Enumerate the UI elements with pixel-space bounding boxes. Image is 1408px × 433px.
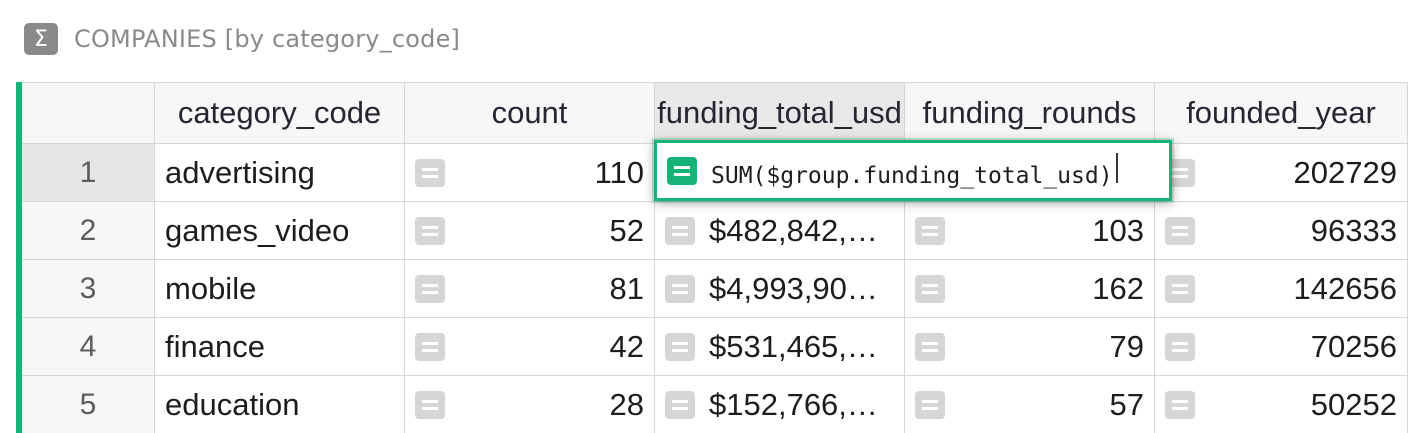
cell-value: $4,993,90… [709,270,878,306]
formula-icon [1165,217,1195,245]
cell-founded-year[interactable]: 202729 [1155,144,1408,202]
formula-icon [1165,333,1195,361]
cell-funding-rounds[interactable]: 162 [905,260,1155,318]
cell-count[interactable]: 28 [405,376,655,433]
corner-header[interactable] [22,82,155,144]
cell-value: education [165,386,300,422]
column-header-label: funding_rounds [922,95,1137,130]
cell-value: 110 [594,154,644,190]
formula-icon [915,391,945,419]
cell-value: 96333 [1310,212,1397,248]
formula-icon [915,217,945,245]
column-header-label: count [491,95,568,130]
column-header-founded-year[interactable]: founded_year [1155,82,1408,144]
cell-value: 42 [609,328,644,364]
cell-value: 28 [609,386,644,422]
cell-value: $531,465,… [709,328,878,364]
column-header-funding-total-usd[interactable]: funding_total_usd [655,82,905,144]
formula-icon [665,333,695,361]
row-number[interactable]: 4 [22,318,155,376]
formula-icon [915,275,945,303]
cell-founded-year[interactable]: 142656 [1155,260,1408,318]
column-header-category-code[interactable]: category_code [155,82,405,144]
formula-icon [915,333,945,361]
formula-icon [667,156,697,185]
cell-funding-total-usd[interactable]: $482,842,… [655,202,905,260]
cell-value: 202729 [1293,154,1397,190]
cell-funding-rounds[interactable]: 103 [905,202,1155,260]
cell-funding-rounds[interactable]: 57 [905,376,1155,433]
cell-category-code[interactable]: games_video [155,202,405,260]
cell-value: 142656 [1293,270,1397,306]
formula-icon [1165,275,1195,303]
cell-count[interactable]: 52 [405,202,655,260]
cell-category-code[interactable]: advertising [155,144,405,202]
cell-value: 52 [609,212,644,248]
row-number[interactable]: 1 [22,144,155,202]
cell-category-code[interactable]: finance [155,318,405,376]
cell-funding-total-usd[interactable]: $531,465,… [655,318,905,376]
formula-input[interactable]: SUM($group.funding_total_usd) [711,152,1118,189]
section-title: COMPANIES [by category_code] [74,25,461,53]
data-table: category_code count funding_total_usd fundi… [22,82,1408,433]
formula-icon [415,217,445,245]
formula-icon [1165,391,1195,419]
row-number[interactable]: 3 [22,260,155,318]
cell-value: advertising [165,154,315,190]
cell-value: $152,766,… [709,386,878,422]
cell-funding-total-usd[interactable]: $152,766,… [655,376,905,433]
cell-founded-year[interactable]: 50252 [1155,376,1408,433]
row-number[interactable]: 5 [22,376,155,433]
cell-value: 57 [1109,386,1144,422]
cell-value: 79 [1109,328,1144,364]
cell-value: 70256 [1310,328,1397,364]
cell-value: finance [165,328,265,364]
formula-icon [415,391,445,419]
sigma-icon[interactable]: Σ [24,23,58,55]
cell-count[interactable]: 110 [405,144,655,202]
column-header-label: category_code [177,95,382,130]
column-header-count[interactable]: count [405,82,655,144]
formula-icon [665,275,695,303]
formula-editor[interactable]: SUM($group.funding_total_usd) [654,140,1172,201]
column-header-label: founded_year [1186,95,1376,130]
cell-value: games_video [165,212,350,248]
cell-funding-total-usd[interactable]: $4,993,90… [655,260,905,318]
text-caret [1115,152,1118,183]
formula-icon [415,159,445,187]
cell-count[interactable]: 42 [405,318,655,376]
cell-category-code[interactable]: mobile [155,260,405,318]
formula-icon [415,275,445,303]
cell-value: 103 [1092,212,1144,248]
column-header-label: funding_total_usd [657,95,902,130]
cell-value: 162 [1092,270,1144,306]
cell-founded-year[interactable]: 70256 [1155,318,1408,376]
cell-category-code[interactable]: education [155,376,405,433]
cell-funding-rounds[interactable]: 79 [905,318,1155,376]
active-section-indicator [16,82,22,433]
formula-icon [415,333,445,361]
row-number[interactable]: 2 [22,202,155,260]
cell-count[interactable]: 81 [405,260,655,318]
cell-value: $482,842,… [709,212,878,248]
column-header-funding-rounds[interactable]: funding_rounds [905,82,1155,144]
cell-value: 81 [609,270,644,306]
cell-value: mobile [165,270,257,306]
cell-value: 50252 [1310,386,1397,422]
cell-founded-year[interactable]: 96333 [1155,202,1408,260]
formula-icon [665,391,695,419]
section-header: Σ COMPANIES [by category_code] [24,22,460,56]
formula-icon [665,217,695,245]
